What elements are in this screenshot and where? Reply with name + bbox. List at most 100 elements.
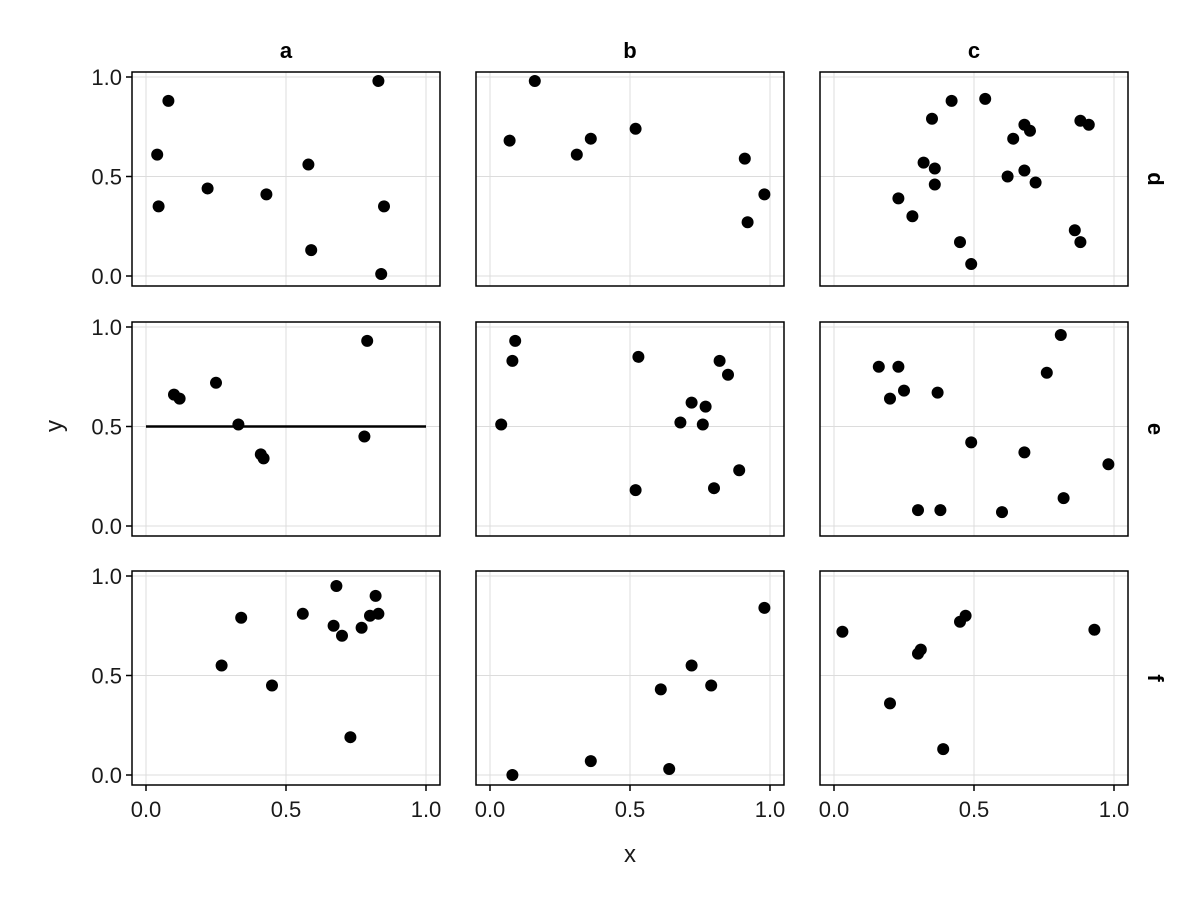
scatter-point [733, 464, 746, 477]
scatter-point [361, 334, 374, 347]
scatter-point [173, 392, 186, 405]
scatter-point [1088, 623, 1101, 636]
panel-d-a: 0.0 0.5 1.0 a [91, 38, 441, 289]
scatter-point [979, 92, 992, 105]
scatter-point [937, 743, 950, 756]
panel-f-c: 0.0 0.5 1.0 f [819, 570, 1168, 822]
scatter-point [965, 436, 978, 449]
scatter-point [945, 94, 958, 107]
scatter-point [336, 629, 348, 642]
scatter-point [836, 625, 849, 638]
scatter-point [495, 418, 508, 431]
scatter-point [663, 763, 676, 776]
panel-f-a: 0.0 0.5 1.0 0.0 0.5 1.0 [91, 564, 441, 822]
scatter-point [884, 697, 896, 710]
scatter-point [570, 148, 583, 161]
scatter-point [260, 188, 273, 201]
y-tick-label: 0.5 [91, 165, 122, 190]
x-tick-label: 0.5 [271, 797, 302, 822]
scatter-point [629, 122, 642, 135]
scatter-point [872, 360, 885, 373]
row-facet-label: e [1143, 423, 1168, 435]
scatter-point [358, 430, 371, 443]
y-tick-label: 1.0 [91, 315, 122, 340]
scatter-point [912, 504, 924, 517]
scatter-point [266, 679, 278, 692]
scatter-point [931, 386, 944, 399]
scatter-point [741, 216, 754, 229]
scatter-point [685, 659, 698, 672]
scatter-point [934, 504, 947, 517]
scatter-point [954, 236, 966, 249]
scatter-point [926, 112, 938, 125]
scatter-point [344, 731, 357, 744]
panels-layer: 0.00.51.0a b cd0.00.51.0e0.00.51.00.0 0.5 1.… [91, 38, 1168, 822]
scatter-point [996, 506, 1008, 519]
y-tick-label: 1.0 [91, 65, 122, 90]
panel-d-c: cd [819, 38, 1168, 287]
scatter-point [1074, 236, 1087, 249]
scatter-point [959, 609, 972, 622]
scatter-point [232, 418, 245, 431]
row-facet-label: d [1143, 172, 1168, 185]
scatter-point [898, 384, 910, 397]
scatter-point [713, 354, 726, 367]
scatter-point [330, 579, 343, 592]
scatter-point [699, 400, 712, 413]
x-tick-label: 0.0 [819, 797, 850, 822]
scatter-point [152, 200, 165, 213]
scatter-point [201, 182, 214, 195]
scatter-point [584, 132, 597, 145]
scatter-point [906, 210, 919, 223]
y-tick-label: 0.0 [91, 264, 122, 289]
column-facet-label: b [623, 38, 636, 63]
y-tick-label: 0.5 [91, 664, 122, 689]
scatter-point [738, 152, 751, 165]
panel-e-a: 0.0 0.5 1.0 [91, 315, 441, 539]
scatter-point [705, 679, 718, 692]
panel-e-c: e [819, 321, 1168, 537]
scatter-point [629, 484, 642, 497]
scatter-point [1054, 328, 1067, 341]
scatter-point [1018, 164, 1031, 177]
scatter-point [1029, 176, 1042, 189]
scatter-point [1024, 124, 1036, 137]
scatter-point [696, 418, 709, 431]
y-axis-label: y [41, 420, 68, 432]
panel-frame [131, 321, 441, 537]
y-tick-label: 0.0 [91, 763, 122, 788]
scatter-point [654, 683, 667, 696]
scatter-point [369, 589, 382, 602]
scatter-point [722, 368, 734, 381]
scatter-point [584, 755, 597, 768]
panel-f-b: 0.0 0.5 1.0 [475, 570, 785, 822]
column-facet-label: a [280, 38, 293, 63]
scatter-point [965, 258, 978, 271]
panel-frame [819, 71, 1129, 287]
scatter-point [372, 607, 385, 620]
scatter-point [506, 354, 519, 367]
scatter-point [503, 134, 516, 147]
scatter-point [892, 360, 905, 373]
scatter-point [372, 74, 385, 87]
x-tick-label: 0.0 [131, 797, 162, 822]
scatter-point [1001, 170, 1014, 183]
y-tick-label: 0.5 [91, 415, 122, 440]
scatter-point [758, 601, 771, 614]
scatter-point [1102, 458, 1115, 471]
x-tick-label: 0.0 [475, 797, 506, 822]
x-axis-label: x [624, 841, 636, 868]
scatter-point [685, 396, 698, 409]
scatter-point [1007, 132, 1020, 145]
scatter-point [884, 392, 896, 405]
scatter-point [708, 482, 720, 495]
scatter-point [235, 611, 248, 624]
scatter-point [296, 607, 309, 620]
scatter-point [151, 148, 164, 161]
scatter-point [914, 643, 927, 656]
scatter-point [632, 350, 645, 363]
panel-frame [475, 321, 785, 537]
scatter-point [1068, 224, 1081, 237]
scatter-point [1057, 492, 1070, 505]
